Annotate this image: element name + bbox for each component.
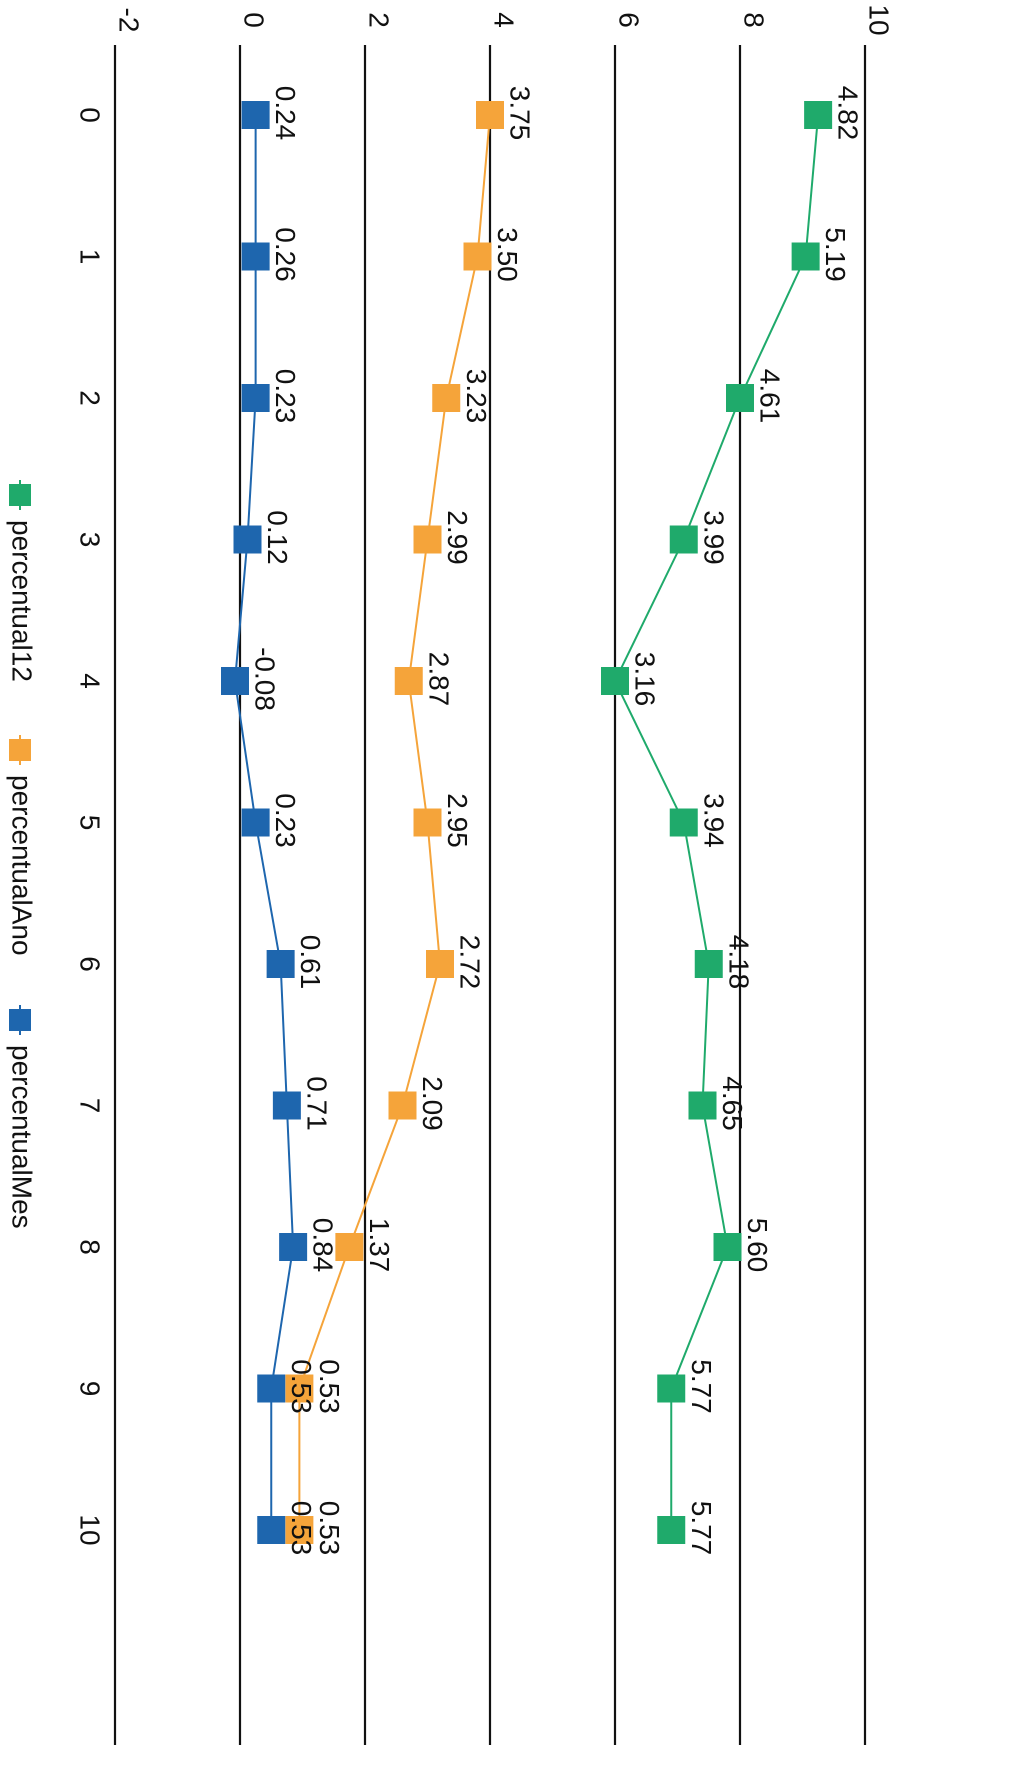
data-label-percentualMes: 0.61	[295, 935, 326, 990]
data-label-percentual12: 4.82	[833, 86, 864, 141]
data-label-percentualAno: 3.75	[505, 86, 536, 141]
data-label-percentual12: 4.61	[755, 369, 786, 424]
data-point-percentual12	[669, 808, 698, 837]
y-tick-label: 0	[239, 12, 270, 28]
data-label-percentualMes: 0.53	[286, 1501, 317, 1556]
data-label-percentualMes: 0.24	[270, 86, 301, 141]
x-tick-label: 5	[75, 815, 106, 831]
data-point-percentualMes	[233, 525, 262, 554]
data-label-percentual12: 3.94	[698, 793, 729, 848]
data-label-percentual12: 5.77	[686, 1501, 717, 1556]
x-tick-label: 0	[75, 107, 106, 123]
legend-label-percentual12: percentual12	[7, 520, 38, 682]
x-tick-label: 1	[75, 249, 106, 265]
series-layer	[221, 101, 833, 1544]
data-point-percentualAno	[476, 101, 504, 129]
x-tick-label: 4	[75, 673, 106, 689]
data-point-percentualMes	[272, 1091, 301, 1120]
y-tick-label: 10	[864, 4, 895, 35]
legend-swatch-percentualAno	[9, 739, 31, 761]
x-tick-label: 8	[75, 1239, 106, 1255]
data-point-percentualAno	[413, 525, 442, 554]
data-label-percentualAno: 2.72	[455, 935, 486, 990]
data-point-percentual12	[804, 101, 833, 129]
data-label-percentualAno: 2.99	[442, 510, 473, 565]
data-label-percentualMes: 0.53	[286, 1359, 317, 1414]
data-label-percentualMes: 0.23	[270, 793, 301, 848]
x-tick-label: 10	[75, 1514, 106, 1545]
legend: percentual12 percentualAno percentualMes	[7, 480, 38, 1229]
data-label-percentual12: 4.65	[717, 1076, 748, 1131]
data-label-percentualMes: 0.84	[308, 1218, 339, 1273]
y-tick-label: -2	[114, 8, 145, 33]
data-label-percentualAno: 3.50	[492, 227, 523, 282]
data-label-percentualAno: 3.23	[461, 369, 492, 424]
data-label-layer: 4.82 5.19 4.61 3.99 3.16 3.94 4.18 4.65 5.60 5.77…	[250, 86, 864, 1556]
data-point-percentual12	[601, 667, 629, 695]
data-label-percentualAno: 0.53	[314, 1501, 345, 1556]
data-point-percentual12	[791, 242, 820, 271]
data-label-percentual12: 5.77	[686, 1359, 717, 1414]
legend-swatch-percentual12	[9, 484, 31, 506]
data-point-percentual12	[657, 1516, 686, 1544]
data-point-percentualMes	[241, 384, 270, 412]
data-point-percentualAno	[388, 1091, 417, 1120]
data-point-percentual12	[694, 950, 723, 978]
data-label-percentual12: 5.19	[820, 227, 851, 282]
y-tick-label: 4	[489, 12, 520, 28]
data-label-percentualAno: 2.87	[423, 652, 454, 707]
data-label-percentual12: 3.16	[630, 652, 661, 707]
data-point-percentual12	[726, 384, 754, 412]
x-tick-label: 9	[75, 1381, 106, 1397]
data-point-percentual12	[657, 1374, 686, 1403]
y-tick-label: 2	[364, 12, 395, 28]
legend-label-percentualAno: percentualAno	[7, 775, 38, 956]
x-tick-label: 6	[75, 956, 106, 972]
data-point-percentualMes	[241, 101, 270, 129]
data-point-percentualAno	[335, 1233, 364, 1261]
tick-layer: -2 0 2 4 6 8 10 0 1 2 3 4 5 6 7 8 9 10	[75, 4, 895, 1545]
data-point-percentualMes	[241, 242, 270, 271]
data-point-percentualAno	[394, 667, 423, 695]
data-point-percentualMes	[266, 950, 295, 978]
data-point-percentualAno	[413, 808, 442, 837]
data-point-percentualMes	[257, 1516, 286, 1544]
x-tick-label: 7	[75, 1098, 106, 1114]
data-label-percentual12: 4.18	[723, 935, 754, 990]
x-tick-label: 3	[75, 532, 106, 548]
data-label-percentualAno: 2.95	[442, 793, 473, 848]
data-label-percentualMes: 0.23	[270, 369, 301, 424]
data-point-percentualAno	[426, 950, 454, 978]
data-label-percentualMes: 0.26	[270, 227, 301, 282]
data-point-percentual12	[713, 1233, 742, 1261]
grid-layer	[113, 45, 867, 1745]
data-point-percentual12	[688, 1091, 717, 1120]
y-tick-label: 6	[614, 12, 645, 28]
data-label-percentualAno: 1.37	[364, 1218, 395, 1273]
x-tick-label: 2	[75, 390, 106, 406]
data-label-percentual12: 3.99	[698, 510, 729, 565]
data-point-percentualAno	[285, 1516, 314, 1544]
data-point-percentual12	[669, 525, 698, 554]
data-point-percentualMes	[279, 1233, 308, 1261]
data-point-percentualAno	[432, 384, 461, 412]
legend-swatch-percentualMes	[9, 1009, 31, 1031]
data-label-percentual12: 5.60	[742, 1218, 773, 1273]
data-label-percentualMes: 0.71	[301, 1076, 332, 1131]
data-label-percentualMes: 0.12	[262, 510, 293, 565]
data-point-percentualAno	[463, 242, 492, 271]
data-point-percentualMes	[221, 667, 249, 695]
data-label-percentualMes: -0.08	[250, 647, 281, 711]
legend-label-percentualMes: percentualMes	[7, 1045, 38, 1229]
data-label-percentualAno: 0.53	[314, 1359, 345, 1414]
data-point-percentualMes	[257, 1374, 286, 1403]
data-point-percentualAno	[285, 1374, 314, 1403]
y-tick-label: 8	[739, 12, 770, 28]
data-point-percentualMes	[241, 808, 270, 837]
data-label-percentualAno: 2.09	[417, 1076, 448, 1131]
